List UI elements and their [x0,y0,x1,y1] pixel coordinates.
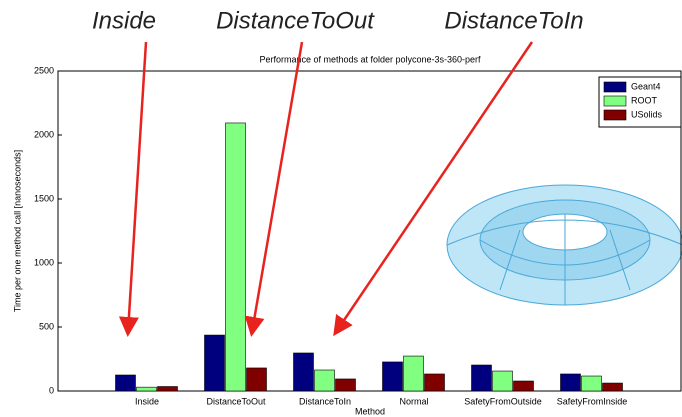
x-tick-label: DistanceToOut [206,396,266,406]
bar [315,370,335,391]
x-tick-label: Normal [399,396,428,406]
bar [226,123,246,391]
legend-swatch [604,96,626,106]
arrows [128,42,532,332]
x-tick-label: SafetyFromOutside [464,396,542,406]
legend-label: ROOT [631,95,658,105]
annotation: DistanceToIn [444,7,583,34]
bar [425,374,445,391]
x-axis-label: Method [355,406,385,416]
bar [294,353,314,391]
y-tick-label: 1000 [34,257,54,267]
bar [404,356,424,391]
x-tick-label: DistanceToIn [299,396,351,406]
bar [493,371,513,391]
bar [514,381,534,391]
annotation: DistanceToOut [216,7,375,34]
legend-label: USolids [631,109,663,119]
y-tick-label: 2500 [34,65,54,75]
x-tick-label: Inside [135,396,159,406]
bar [336,379,356,391]
bar [603,383,623,391]
annotation: Inside [92,7,156,34]
bar [247,368,267,391]
polycone-illustration [447,185,682,305]
y-axis-label: Time per one method call [nanoseconds] [12,150,22,312]
bar [158,387,178,391]
legend-swatch [604,82,626,92]
y-tick-label: 1500 [34,193,54,203]
y-tick-label: 2000 [34,129,54,139]
bar [205,335,225,391]
bar [137,387,157,391]
chart-title: Performance of methods at folder polycon… [259,54,481,64]
bar [582,376,602,391]
legend-label: Geant4 [631,81,661,91]
legend-swatch [604,110,626,120]
bar [116,375,136,391]
x-tick-label: SafetyFromInside [557,396,628,406]
bar [561,374,581,391]
legend: Geant4 ROOT USolids [599,77,681,127]
y-tick-label: 500 [39,321,54,331]
chart: Performance of methods at folder polycon… [0,0,682,417]
y-tick-label: 0 [49,385,54,395]
bar [472,365,492,391]
bar [383,362,403,391]
